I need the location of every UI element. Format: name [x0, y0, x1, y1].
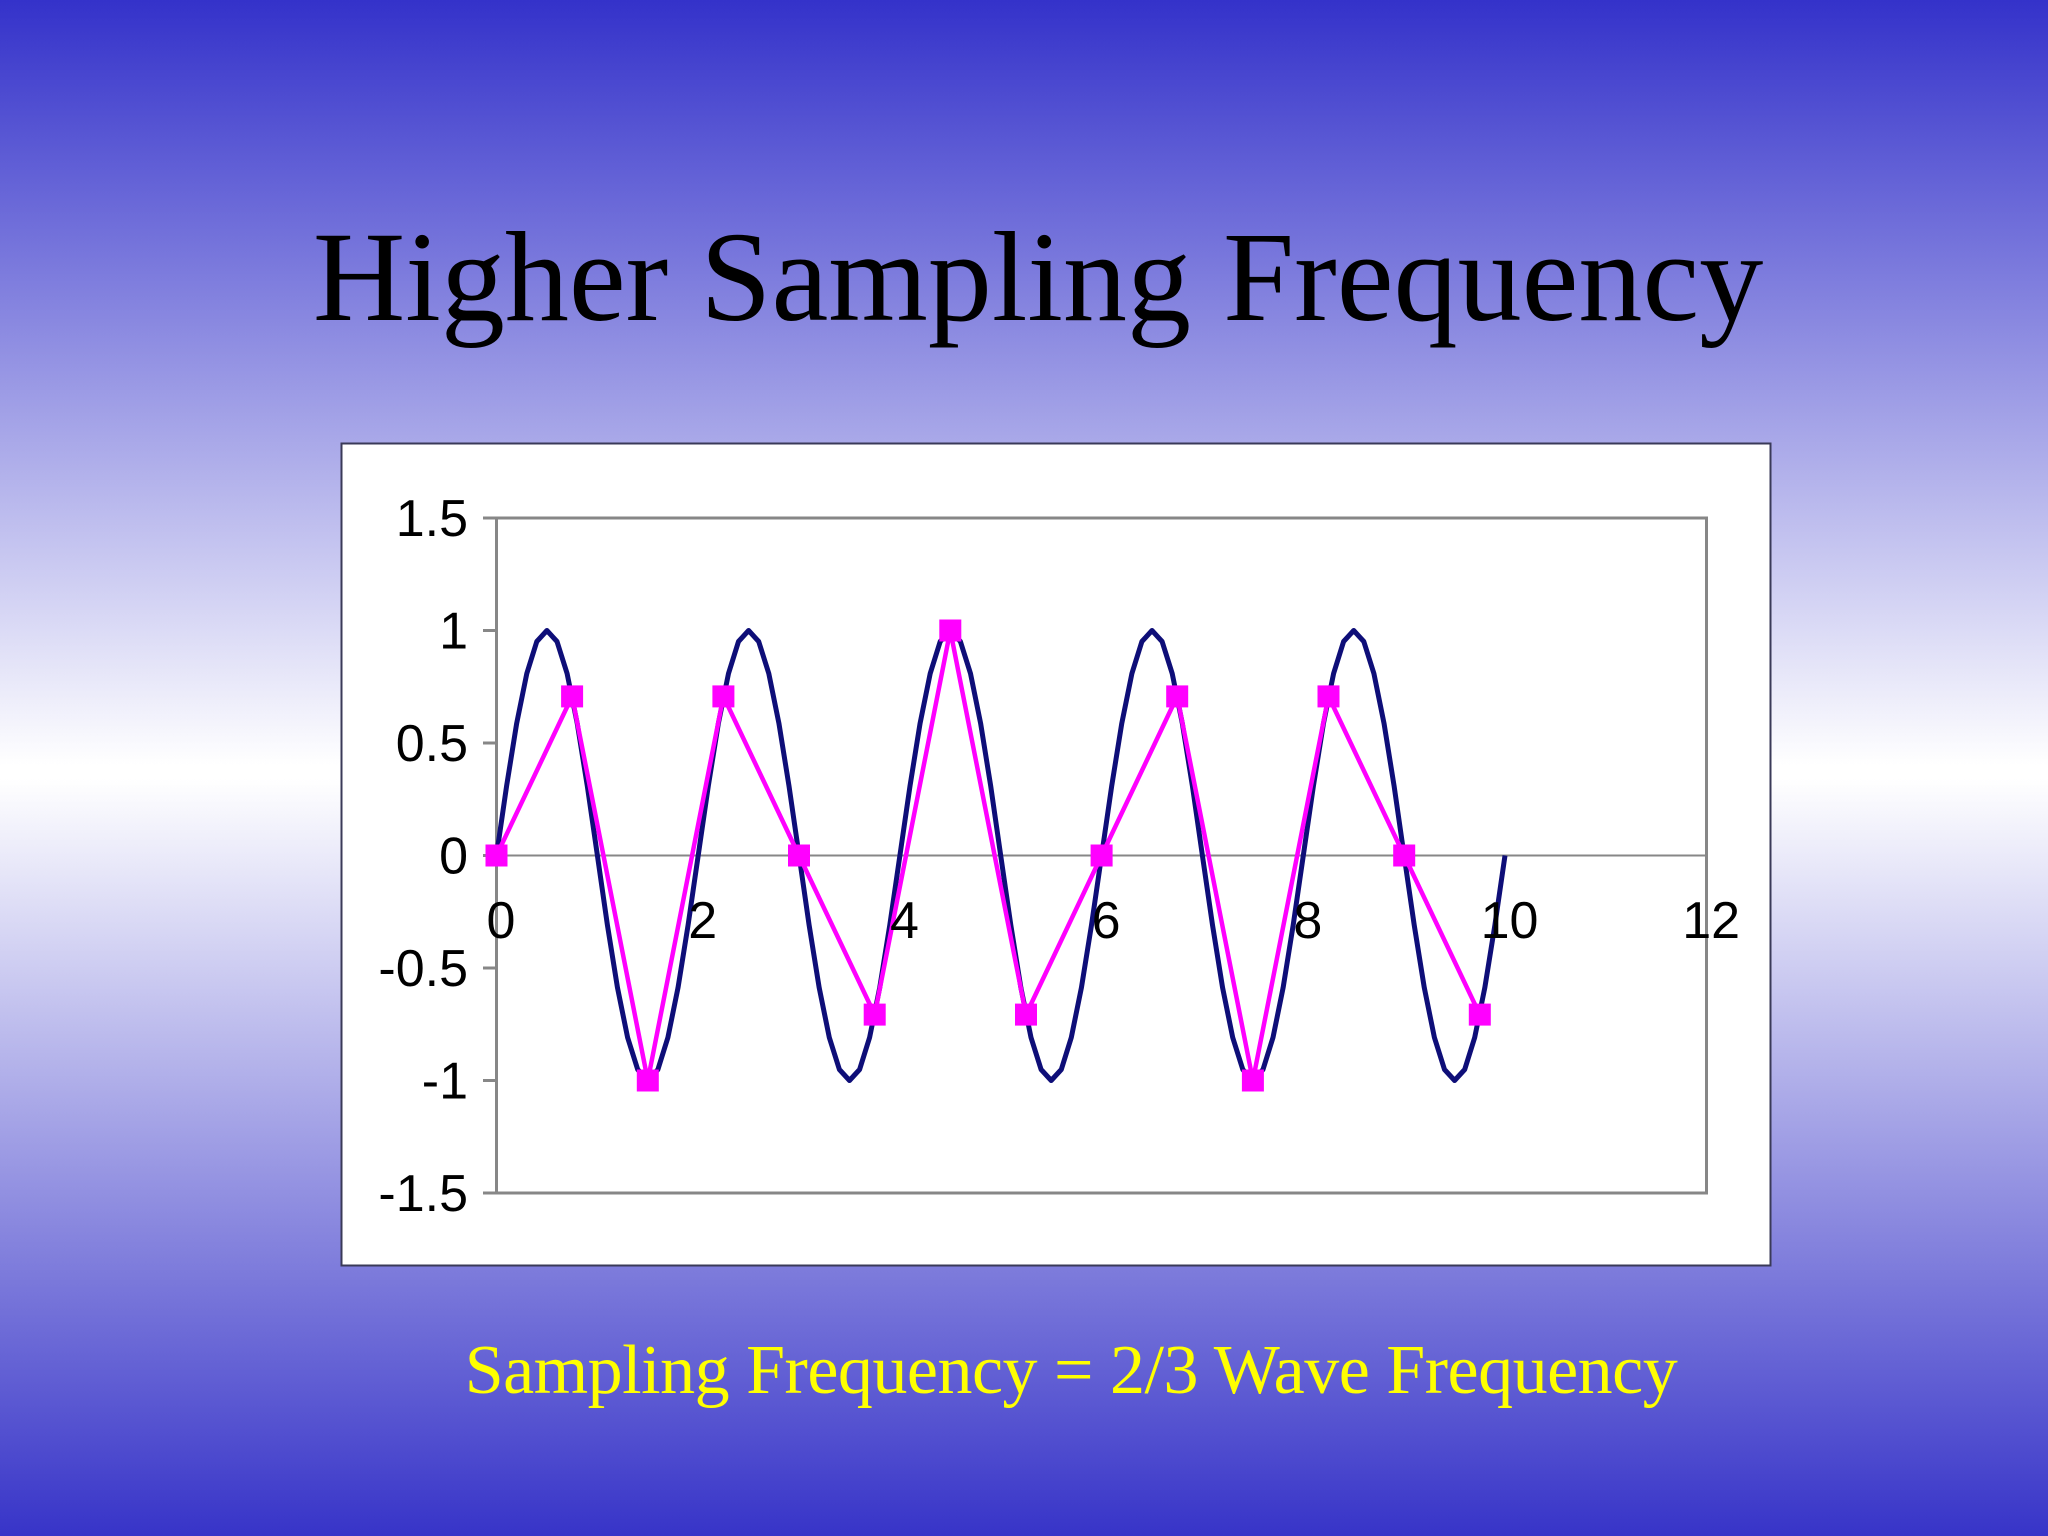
svg-text:1.5: 1.5	[396, 490, 468, 548]
svg-text:2: 2	[688, 892, 717, 950]
svg-text:12: 12	[1682, 892, 1740, 950]
svg-text:-1: -1	[422, 1053, 468, 1111]
svg-text:4: 4	[890, 892, 919, 950]
svg-text:-1.5: -1.5	[378, 1165, 468, 1223]
svg-text:10: 10	[1481, 892, 1539, 950]
svg-text:0: 0	[439, 828, 468, 886]
svg-text:6: 6	[1092, 892, 1121, 950]
svg-text:8: 8	[1293, 892, 1322, 950]
svg-text:1: 1	[439, 603, 468, 661]
svg-text:-0.5: -0.5	[378, 940, 468, 998]
svg-text:0: 0	[487, 892, 516, 950]
svg-text:0.5: 0.5	[396, 715, 468, 773]
